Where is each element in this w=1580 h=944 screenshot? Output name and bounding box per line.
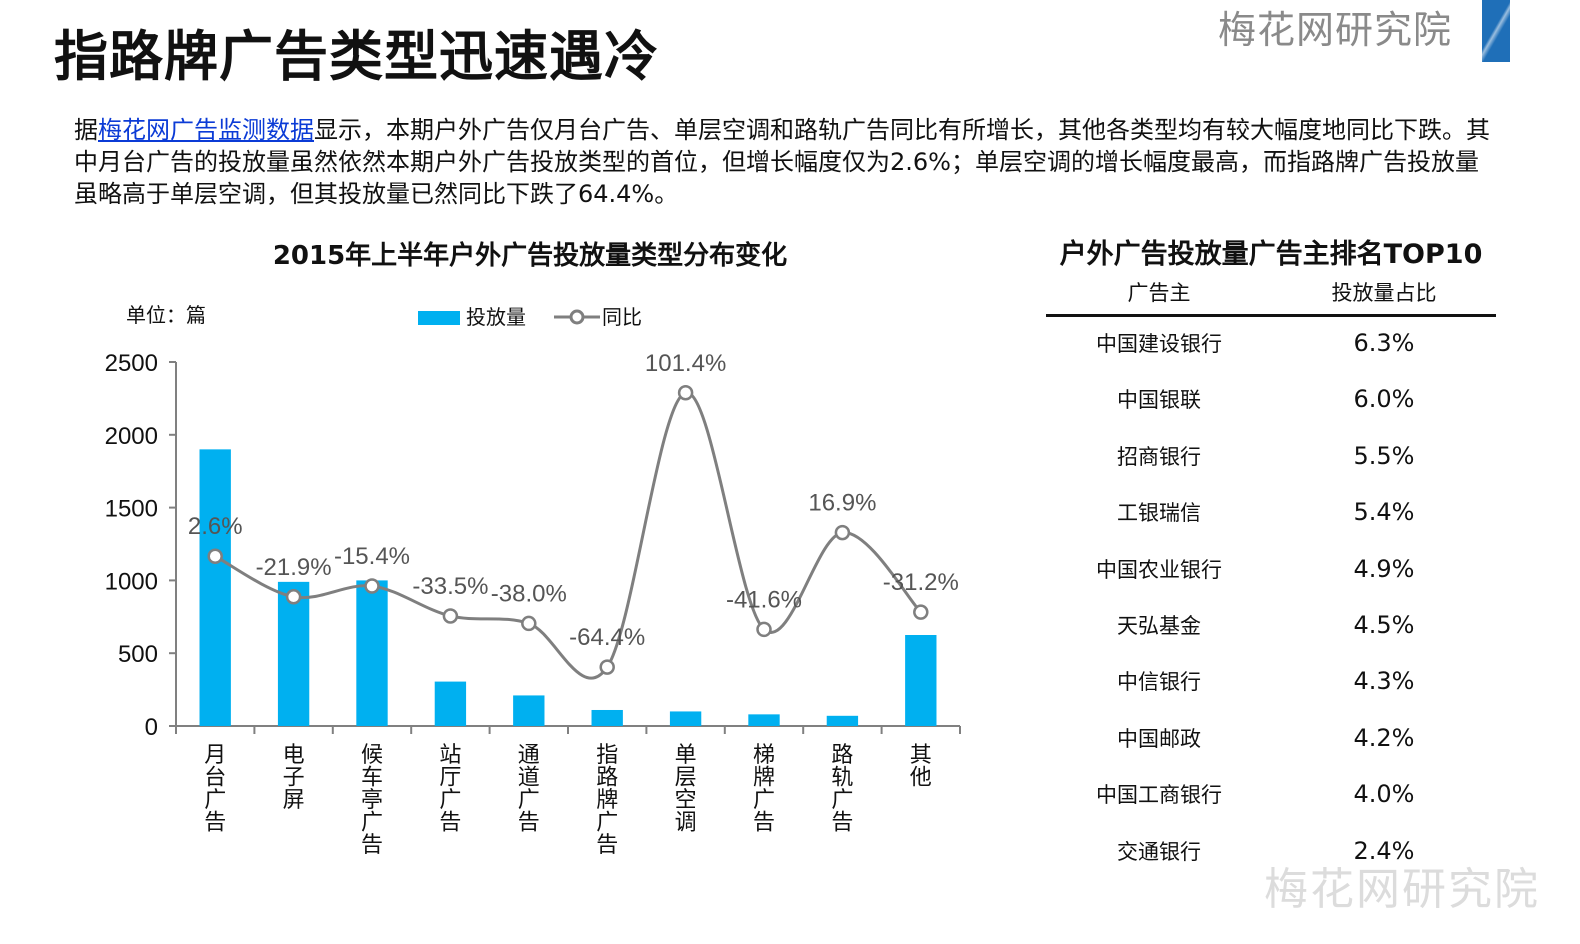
table-row: 交通银行 2.4% bbox=[1046, 825, 1496, 881]
intro-text: 显示，本期户外广告仅月台广告、单层空调和路轨广告同比有所增长，其他各类型均有较大… bbox=[74, 116, 1490, 208]
yoy-point bbox=[442, 608, 459, 624]
legend-line-label: 同比 bbox=[602, 305, 642, 329]
yoy-point bbox=[834, 524, 851, 541]
advertiser-share: 4.3% bbox=[1353, 667, 1415, 696]
legend-bar-swatch bbox=[418, 311, 460, 325]
bar bbox=[277, 581, 310, 726]
advertiser-share: 4.5% bbox=[1353, 610, 1415, 639]
advertiser-name: 中信银行 bbox=[1117, 670, 1201, 695]
yoy-point bbox=[599, 659, 615, 675]
table-row: 中国农业银行 4.9% bbox=[1046, 543, 1496, 599]
advertiser-share: 6.0% bbox=[1353, 385, 1415, 414]
yoy-data-label: -33.5% bbox=[412, 573, 488, 600]
yoy-data-label: -15.4% bbox=[334, 543, 410, 570]
page-title: 指路牌广告类型迅速遇冷 bbox=[54, 25, 659, 88]
advertiser-share: 4.9% bbox=[1353, 554, 1415, 583]
table-row: 招商银行 5.5% bbox=[1046, 430, 1496, 486]
intro-pre-link: 据 bbox=[74, 116, 98, 144]
header-share: 投放量占比 bbox=[1331, 281, 1437, 305]
yoy-point bbox=[285, 589, 302, 605]
intro-paragraph: 据梅花网广告监测数据显示，本期户外广告仅月台广告、单层空调和路轨广告同比有所增长… bbox=[74, 114, 1494, 210]
y-tick-label: 1000 bbox=[105, 568, 158, 595]
yoy-data-label: 101.4% bbox=[645, 350, 726, 377]
unit-label: 单位：篇 bbox=[126, 303, 206, 327]
advertiser-name: 中国农业银行 bbox=[1096, 557, 1222, 582]
advertiser-share: 5.5% bbox=[1353, 441, 1415, 470]
yoy-data-label: 16.9% bbox=[808, 490, 876, 517]
advertiser-name: 招商银行 bbox=[1117, 444, 1201, 469]
legend-bar-label: 投放量 bbox=[466, 305, 526, 329]
advertiser-share: 5.4% bbox=[1353, 498, 1415, 527]
yoy-point bbox=[677, 385, 694, 401]
chart-plot: 0 500 1000 1500 2000 2500 月台广告 电子屏 候车亭广告 站厅广告 通道广告… bbox=[105, 350, 961, 858]
top10-title: 户外广告投放量广告主排名TOP10 bbox=[1059, 239, 1483, 270]
top10-rows: 中国建设银行 6.3% 中国银联 6.0% 招商银行 5.5% 工银瑞信 5.4% 中国农业银行… bbox=[1046, 317, 1496, 881]
category-label: 通道广告 bbox=[518, 743, 540, 836]
bar bbox=[356, 580, 388, 726]
bar bbox=[748, 714, 780, 726]
advertiser-share: 4.2% bbox=[1353, 723, 1415, 752]
table-row: 工银瑞信 5.4% bbox=[1046, 486, 1496, 542]
advertiser-share: 6.3% bbox=[1353, 329, 1415, 357]
category-label: 单层空调 bbox=[675, 743, 697, 836]
yoy-line bbox=[214, 391, 922, 680]
yoy-point bbox=[364, 578, 380, 594]
category-label: 月台广告 bbox=[204, 743, 226, 836]
table-row: 中国银联 6.0% bbox=[1046, 373, 1496, 429]
advertiser-share: 4.0% bbox=[1353, 780, 1415, 809]
advertiser-name: 中国工商银行 bbox=[1096, 783, 1222, 808]
top10-header: 广告主 投放量占比 bbox=[1046, 274, 1496, 317]
bar bbox=[434, 681, 467, 726]
advertiser-name: 中国建设银行 bbox=[1096, 332, 1222, 356]
bar bbox=[199, 449, 231, 726]
bar bbox=[905, 635, 937, 726]
table-row: 中国邮政 4.2% bbox=[1046, 712, 1496, 768]
y-tick-label: 2500 bbox=[105, 350, 158, 377]
header-advertiser: 广告主 bbox=[1127, 281, 1191, 305]
category-label: 站厅广告 bbox=[439, 743, 461, 836]
yoy-data-label: -31.2% bbox=[883, 569, 959, 596]
bar bbox=[513, 695, 545, 726]
table-row: 中信银行 4.3% bbox=[1046, 655, 1496, 711]
table-row: 中国建设银行 6.3% bbox=[1046, 317, 1496, 373]
chart-title: 2015年上半年户外广告投放量类型分布变化 bbox=[272, 241, 788, 271]
y-tick-label: 1500 bbox=[105, 496, 158, 523]
yoy-point bbox=[207, 548, 223, 564]
advertiser-name: 中国银联 bbox=[1117, 388, 1201, 413]
bar bbox=[826, 715, 859, 726]
category-label: 候车亭广告 bbox=[361, 743, 383, 858]
y-tick-label: 0 bbox=[145, 714, 158, 741]
advertiser-name: 工银瑞信 bbox=[1117, 501, 1201, 526]
category-label: 其他 bbox=[910, 743, 932, 791]
watermark: 梅花网研究院 bbox=[1264, 864, 1540, 915]
y-tick-label: 2000 bbox=[105, 423, 158, 450]
category-label: 指路牌广告 bbox=[596, 743, 618, 858]
table-row: 天弘基金 4.5% bbox=[1046, 599, 1496, 655]
advertiser-share: 2.4% bbox=[1353, 836, 1415, 865]
yoy-data-label: -21.9% bbox=[256, 554, 332, 581]
yoy-data-label: -38.0% bbox=[491, 580, 567, 607]
yoy-point bbox=[913, 604, 929, 620]
y-tick-label: 500 bbox=[118, 641, 158, 668]
yoy-point bbox=[521, 615, 537, 632]
bar bbox=[669, 711, 702, 726]
monitoring-data-link[interactable]: 梅花网广告监测数据 bbox=[98, 116, 314, 144]
category-label: 路轨广告 bbox=[831, 743, 853, 836]
category-label: 梯牌广告 bbox=[753, 743, 775, 836]
yoy-data-label: -64.4% bbox=[569, 624, 645, 651]
table-row: 中国工商银行 4.0% bbox=[1046, 768, 1496, 824]
advertiser-name: 交通银行 bbox=[1117, 839, 1201, 864]
yoy-data-label: 2.6% bbox=[188, 513, 243, 540]
advertiser-name: 天弘基金 bbox=[1117, 613, 1201, 638]
brand-name: 梅花网研究院 bbox=[1217, 8, 1452, 52]
category-label: 电子屏 bbox=[283, 743, 305, 813]
yoy-data-label: -41.6% bbox=[726, 586, 802, 613]
top10-table: 户外广告投放量广告主排名TOP10 广告主 投放量占比 中国建设银行 6.3% 中国… bbox=[1046, 236, 1496, 881]
advertiser-name: 中国邮政 bbox=[1117, 726, 1201, 751]
bar bbox=[591, 709, 623, 726]
legend-line-swatch bbox=[554, 309, 600, 325]
yoy-point bbox=[756, 621, 772, 638]
